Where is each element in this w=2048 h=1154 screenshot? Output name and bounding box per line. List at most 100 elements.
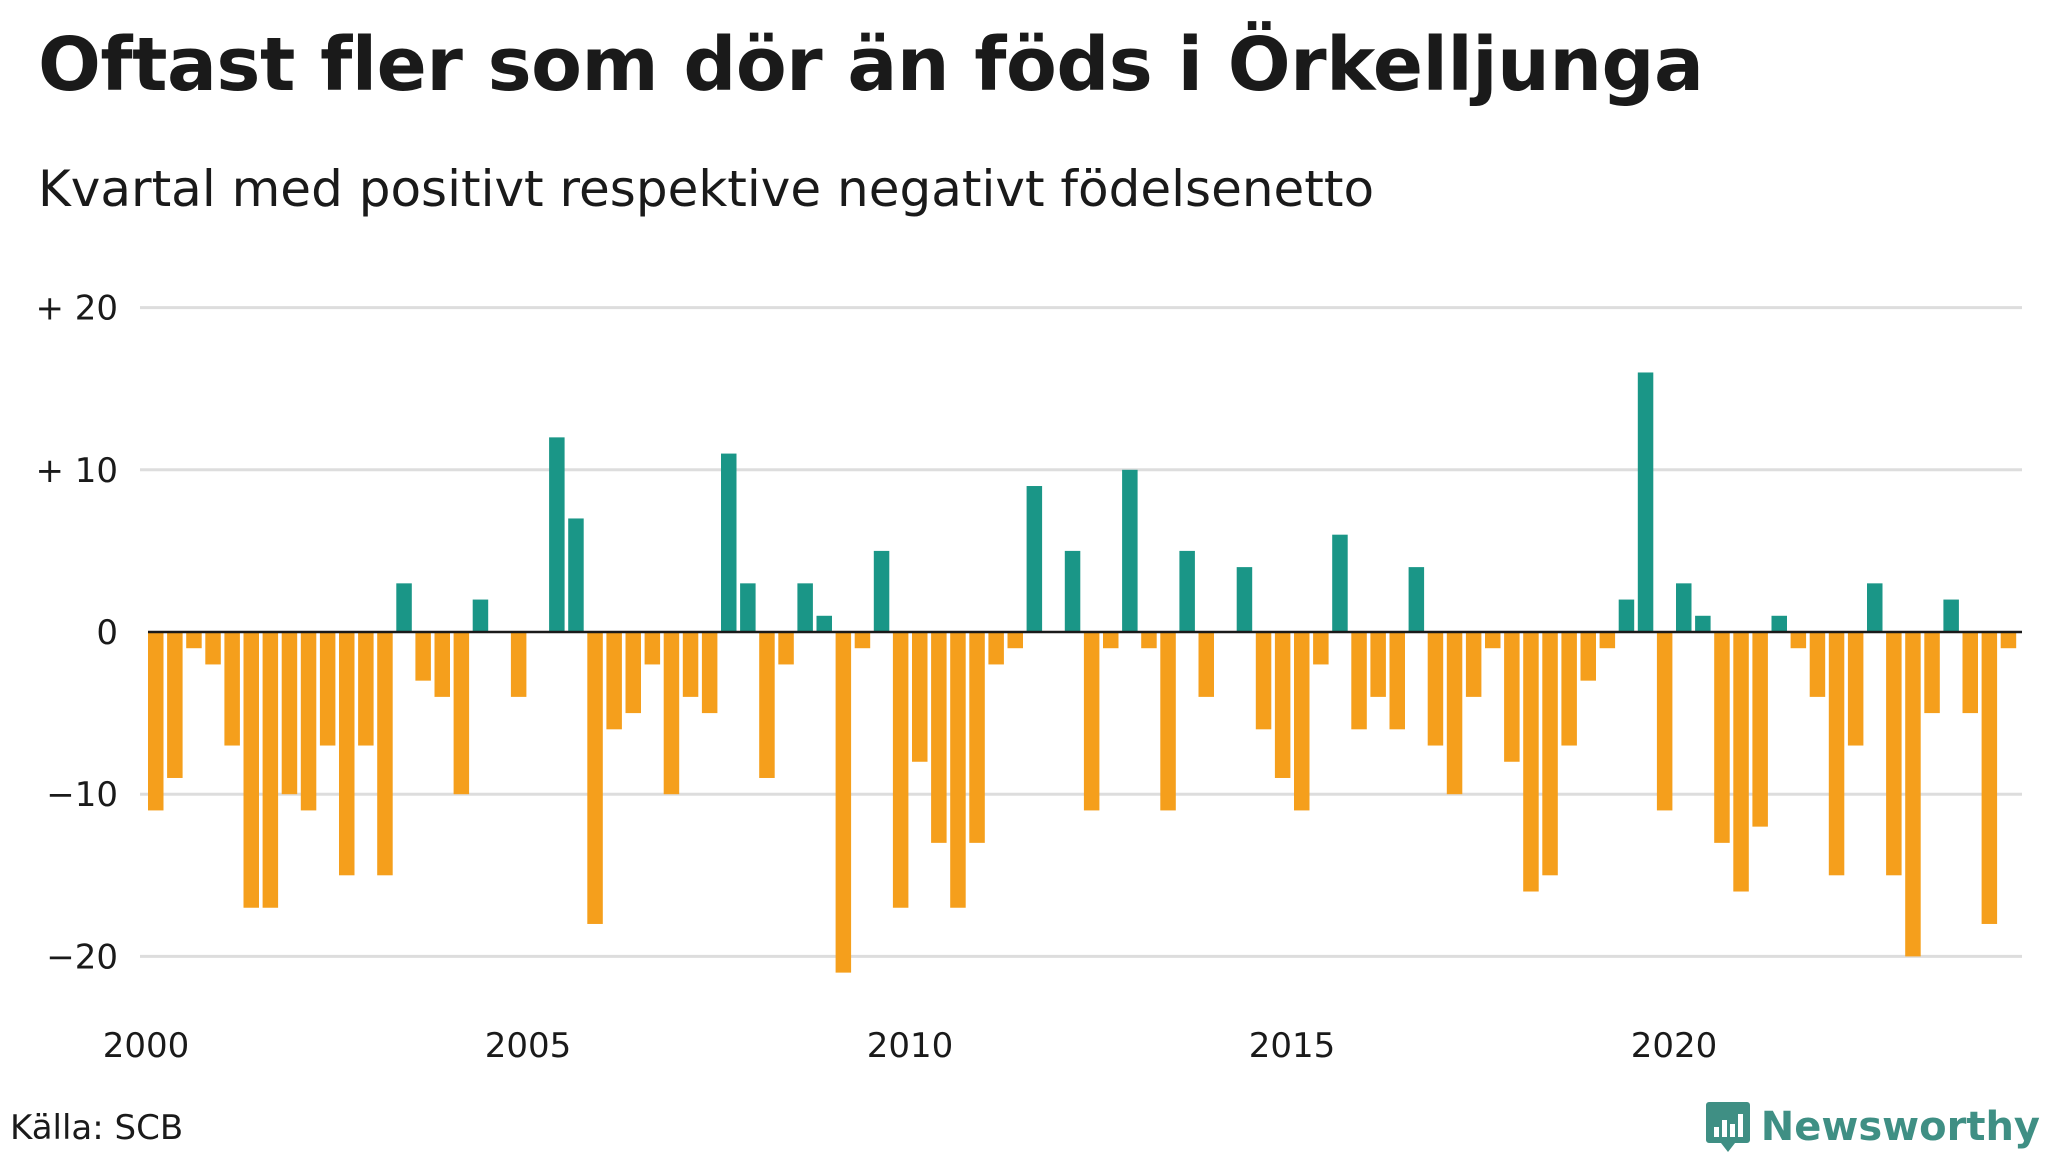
bar xyxy=(892,632,909,908)
bar xyxy=(1981,632,1998,924)
x-axis-labels: 2000 2005 2010 2015 2020 xyxy=(103,1026,1718,1066)
bar xyxy=(472,599,489,632)
bar xyxy=(759,632,775,778)
bar xyxy=(969,632,985,843)
bar xyxy=(1103,632,1119,649)
bar xyxy=(835,632,852,973)
source-note: Källa: SCB xyxy=(10,1108,184,1148)
x-tick-label: 2005 xyxy=(485,1026,572,1066)
bar xyxy=(1313,632,1329,665)
bar xyxy=(262,632,279,908)
bar xyxy=(1122,469,1138,632)
bar xyxy=(1351,632,1367,730)
bar xyxy=(1676,583,1692,632)
bar xyxy=(1580,632,1596,681)
bar xyxy=(1504,632,1520,762)
bar xyxy=(1294,632,1310,811)
bar xyxy=(415,632,431,681)
bar xyxy=(1274,632,1291,778)
bar xyxy=(1867,583,1883,632)
bar xyxy=(186,632,202,649)
bar xyxy=(148,632,164,811)
bar xyxy=(1542,632,1558,876)
bar-chart: + 20 + 10 0 −10 −20 2000 2005 2010 2015 2020 xyxy=(35,289,2022,1066)
bar xyxy=(721,453,737,632)
bar xyxy=(1064,550,1081,632)
x-tick-label: 2020 xyxy=(1631,1026,1718,1066)
bars xyxy=(148,372,2017,973)
bar xyxy=(606,632,622,730)
grid-lines xyxy=(140,306,2022,958)
y-axis-labels: + 20 + 10 0 −10 −20 xyxy=(35,289,118,978)
bar xyxy=(1752,632,1768,827)
bar xyxy=(1943,599,1959,632)
bar xyxy=(931,632,947,843)
bar xyxy=(1332,534,1348,632)
bar xyxy=(1160,632,1176,811)
bar xyxy=(701,632,718,714)
bar xyxy=(1790,632,1807,649)
bar xyxy=(663,632,680,795)
bar xyxy=(912,632,928,762)
bar xyxy=(1370,632,1386,697)
bar xyxy=(224,632,240,746)
bar xyxy=(1236,567,1253,632)
bar xyxy=(1465,632,1482,697)
bar xyxy=(1179,550,1195,632)
y-tick-label: + 10 xyxy=(35,451,118,491)
bar xyxy=(1083,632,1100,811)
bar xyxy=(778,632,794,665)
bar xyxy=(358,632,374,746)
bar xyxy=(988,632,1004,665)
bar xyxy=(1389,632,1405,730)
bar xyxy=(339,632,355,876)
bar xyxy=(1561,632,1577,746)
bar xyxy=(797,583,813,632)
bar xyxy=(300,632,317,811)
bar xyxy=(434,632,450,697)
bar xyxy=(453,632,470,795)
bar xyxy=(1924,632,1940,714)
bar xyxy=(1523,632,1539,892)
bar xyxy=(1255,632,1272,730)
bar xyxy=(1733,632,1749,892)
bar xyxy=(854,632,871,649)
bar xyxy=(377,632,393,876)
bar xyxy=(1427,632,1444,746)
x-tick-label: 2010 xyxy=(867,1026,954,1066)
bar xyxy=(1847,632,1864,746)
bar xyxy=(396,583,412,632)
bar xyxy=(625,632,641,714)
bar xyxy=(816,615,832,632)
bar xyxy=(644,632,661,665)
bar xyxy=(1886,632,1902,876)
bar xyxy=(950,632,966,908)
bar xyxy=(167,632,183,778)
bar xyxy=(1485,632,1501,649)
bar xyxy=(1962,632,1978,714)
bar xyxy=(587,632,603,924)
y-tick-label: −10 xyxy=(46,775,118,815)
bar xyxy=(1714,632,1730,843)
brand-name: Newsworthy xyxy=(1760,1104,2040,1150)
y-tick-label: + 20 xyxy=(35,289,118,329)
bar xyxy=(281,632,298,795)
bar xyxy=(1198,632,1214,697)
x-tick-label: 2000 xyxy=(103,1026,190,1066)
bar xyxy=(1905,632,1921,957)
bar xyxy=(1809,632,1826,697)
bar xyxy=(510,632,527,697)
bar xyxy=(568,518,584,632)
chart-title: Oftast fler som dör än föds i Örkelljung… xyxy=(38,22,1704,108)
bar xyxy=(1828,632,1845,876)
bar xyxy=(1695,615,1711,632)
bar xyxy=(2000,632,2017,649)
bar xyxy=(740,583,756,632)
bar xyxy=(1599,632,1616,649)
y-tick-label: −20 xyxy=(46,937,118,977)
bar xyxy=(1408,567,1425,632)
bar xyxy=(1141,632,1157,649)
bar xyxy=(1656,632,1673,811)
bar xyxy=(682,632,699,697)
bar xyxy=(1771,615,1787,632)
